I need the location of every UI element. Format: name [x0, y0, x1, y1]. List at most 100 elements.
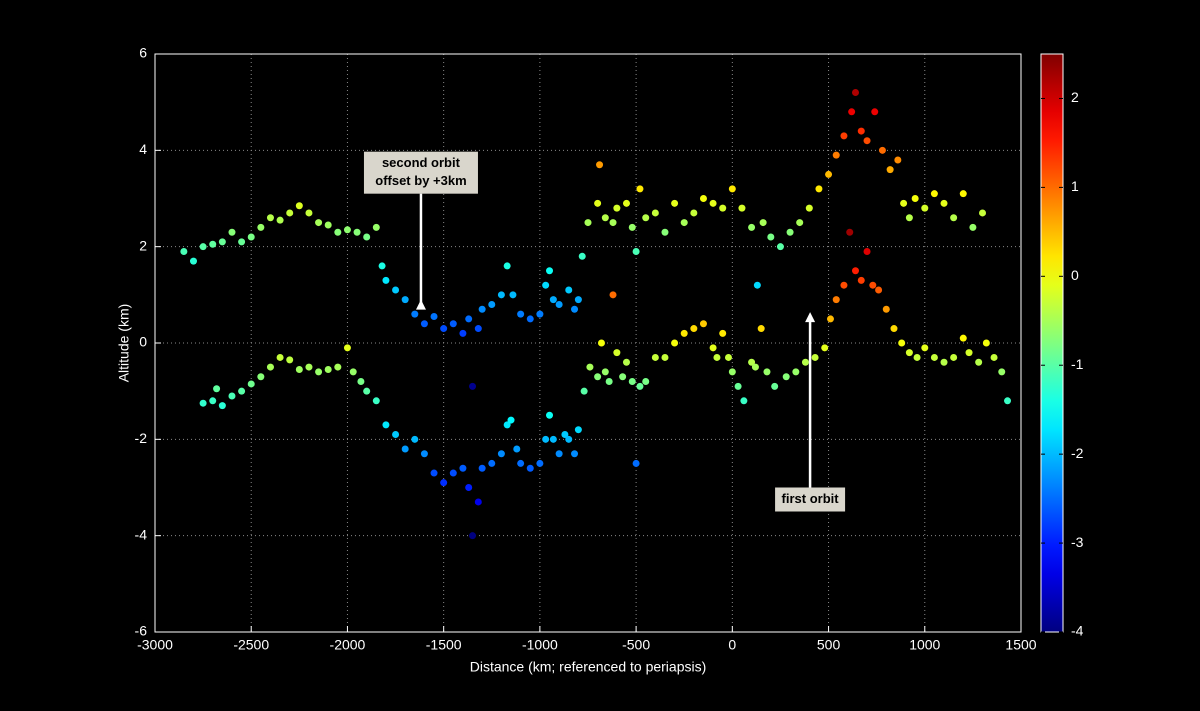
data-point — [882, 305, 890, 313]
data-point — [848, 108, 856, 116]
data-point — [549, 435, 557, 443]
data-point — [459, 329, 467, 337]
data-point — [863, 137, 871, 145]
data-point — [465, 315, 473, 323]
data-point — [719, 204, 727, 212]
data-point — [651, 209, 659, 217]
data-point — [825, 170, 833, 178]
data-point — [753, 281, 761, 289]
data-point — [832, 296, 840, 304]
data-point — [796, 219, 804, 227]
data-point — [759, 219, 767, 227]
data-point — [863, 247, 871, 255]
data-point — [474, 498, 482, 506]
x-tick-label: 1000 — [909, 637, 940, 653]
data-point — [257, 373, 265, 381]
y-axis-label: Altitude (km) — [116, 304, 132, 383]
data-point — [315, 368, 323, 376]
data-point — [334, 363, 342, 371]
data-point — [238, 387, 246, 395]
data-point — [324, 221, 332, 229]
data-point — [913, 353, 921, 361]
data-point — [699, 195, 707, 202]
colorbar-tick-label: -1 — [1071, 356, 1084, 372]
data-point — [959, 334, 967, 342]
data-point — [840, 132, 848, 140]
data-point — [546, 411, 554, 419]
data-point — [209, 240, 217, 248]
colorbar — [1040, 53, 1064, 633]
data-point — [343, 344, 351, 352]
data-point — [343, 226, 351, 234]
data-point — [757, 325, 765, 333]
data-point — [536, 310, 544, 318]
data-point — [950, 214, 958, 222]
data-point — [622, 358, 630, 366]
data-point — [959, 190, 967, 198]
data-point — [605, 378, 613, 386]
data-point — [517, 459, 525, 467]
data-point — [497, 450, 505, 458]
data-point — [315, 219, 323, 227]
y-tick-label: -2 — [135, 430, 148, 446]
data-point — [286, 356, 294, 364]
x-tick-label: -500 — [622, 637, 650, 653]
data-point — [767, 233, 775, 241]
data-point — [594, 199, 602, 207]
data-point — [826, 315, 834, 323]
data-point — [680, 219, 688, 227]
data-point — [401, 296, 409, 304]
y-tick-label: 0 — [139, 334, 147, 350]
colorbar-tick-label: 0 — [1071, 267, 1079, 283]
data-point — [465, 484, 473, 491]
data-point — [748, 358, 756, 366]
data-point — [680, 329, 688, 337]
data-point — [372, 223, 380, 231]
data-point — [930, 353, 938, 361]
data-point — [565, 435, 573, 443]
data-point — [975, 358, 983, 366]
data-point — [786, 228, 794, 236]
data-point — [430, 469, 438, 477]
x-axis-label: Distance (km; referenced to periapsis) — [470, 659, 707, 675]
data-point — [832, 151, 840, 159]
data-point — [478, 464, 486, 472]
data-point — [911, 195, 919, 202]
data-point — [748, 223, 756, 231]
data-point — [555, 450, 563, 458]
data-point — [449, 320, 457, 328]
data-point — [392, 431, 400, 439]
data-point — [488, 300, 496, 308]
data-point — [636, 185, 644, 193]
data-point — [601, 214, 609, 222]
data-point — [266, 363, 274, 371]
data-point — [905, 349, 913, 357]
data-point — [894, 156, 902, 164]
data-point — [871, 108, 879, 116]
data-point — [815, 185, 823, 193]
data-point — [507, 416, 515, 424]
data-point — [869, 281, 877, 289]
x-tick-label: -2000 — [330, 637, 366, 653]
data-point — [597, 339, 605, 347]
data-point — [334, 228, 342, 236]
data-point — [771, 382, 779, 390]
data-point — [596, 161, 604, 169]
data-point — [382, 421, 390, 429]
data-point — [546, 267, 554, 275]
data-point — [846, 228, 854, 236]
data-point — [305, 363, 313, 371]
y-tick-label: 6 — [139, 45, 147, 61]
data-point — [257, 223, 265, 231]
data-point — [286, 209, 294, 217]
annotation-box — [775, 487, 846, 512]
data-point — [218, 238, 226, 246]
data-point — [536, 459, 544, 467]
data-point — [542, 281, 550, 289]
data-point — [699, 320, 707, 328]
colorbar-tick-label: -4 — [1071, 623, 1084, 639]
annotation-text: offset by +3km — [375, 173, 466, 188]
data-point — [276, 353, 284, 361]
